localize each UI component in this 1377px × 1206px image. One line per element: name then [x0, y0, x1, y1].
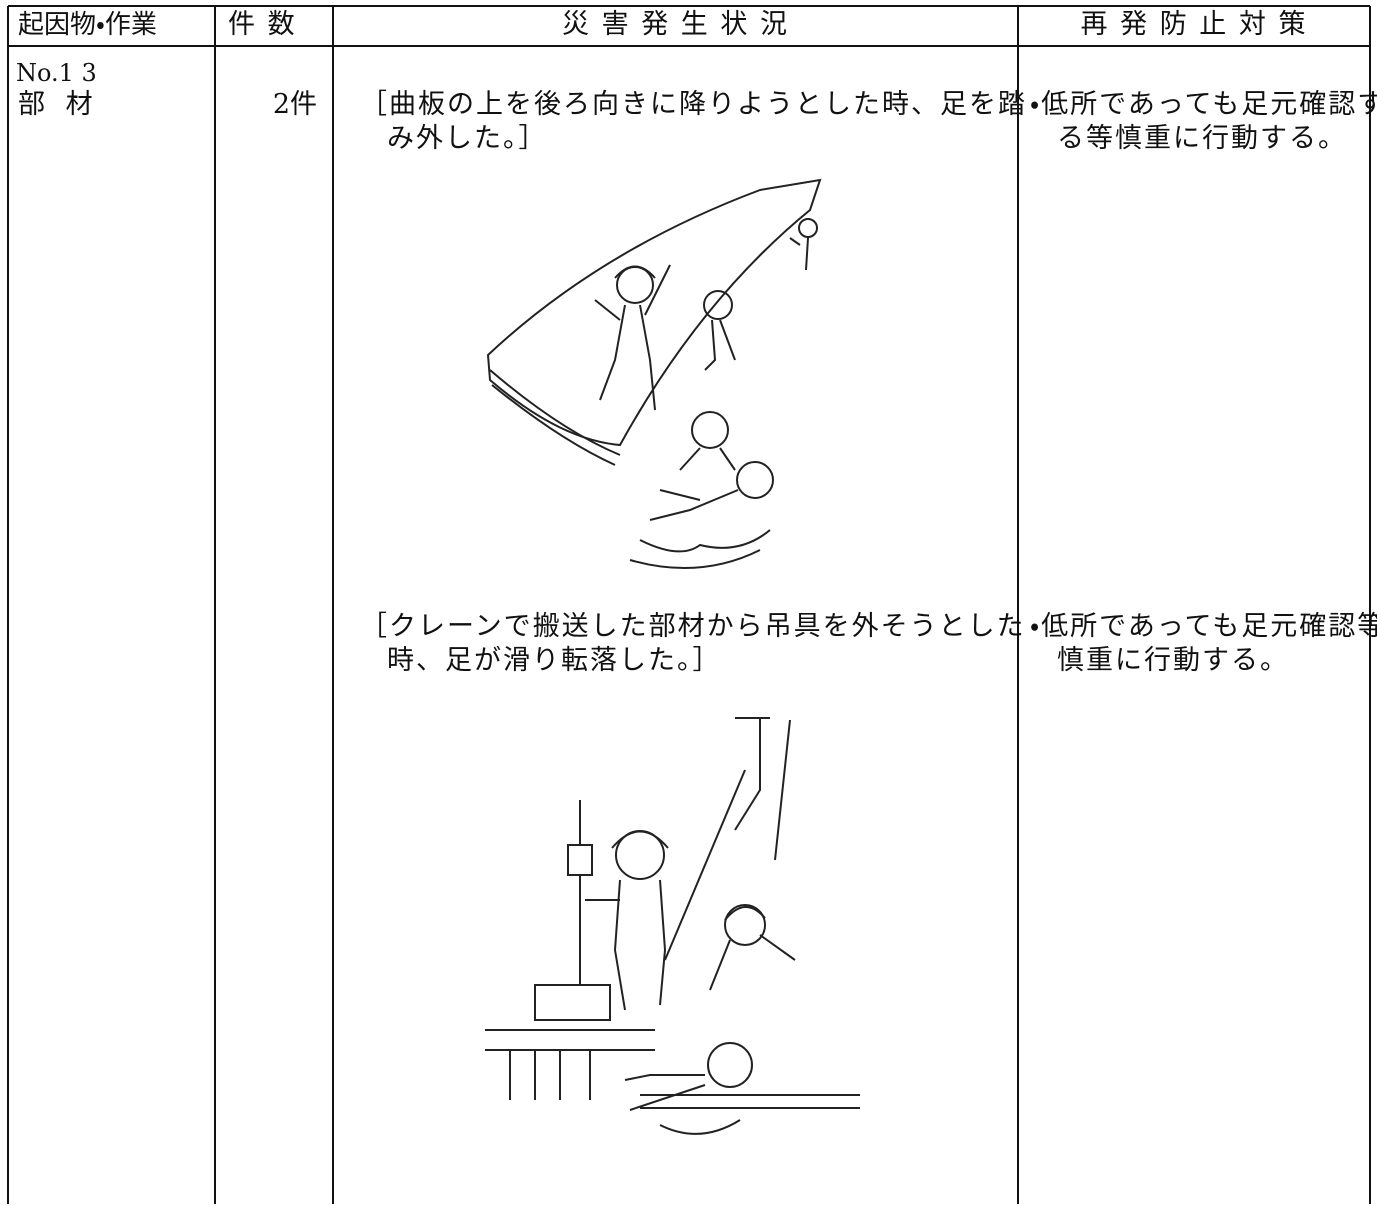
- count: 2件: [272, 89, 317, 120]
- countermeasure: ・低所であっても足元確認する等慎重に行動する。: [1030, 89, 1377, 154]
- header-cell: 件 数: [228, 9, 297, 40]
- illustration-2: [485, 717, 860, 1135]
- header-cell: 災 害 発 生 状 況: [562, 9, 789, 40]
- situation: ［曲板の上を後ろ向きに降りようとした時、足を踏み外した。］: [360, 89, 1027, 154]
- situation: ［クレーンで搬送した部材から吊具を外そうとした時、足が滑り転落した。］: [360, 611, 1026, 676]
- countermeasure: ・低所であっても足元確認等慎重に行動する。: [1030, 611, 1377, 676]
- illustration-1: [486, 178, 822, 569]
- item-name: 部 材: [18, 89, 99, 120]
- header-cell: 再 発 防 止 対 策: [1080, 9, 1308, 40]
- header-cell: 起因物・作業: [18, 10, 157, 40]
- item-number: No.1 3: [16, 59, 97, 87]
